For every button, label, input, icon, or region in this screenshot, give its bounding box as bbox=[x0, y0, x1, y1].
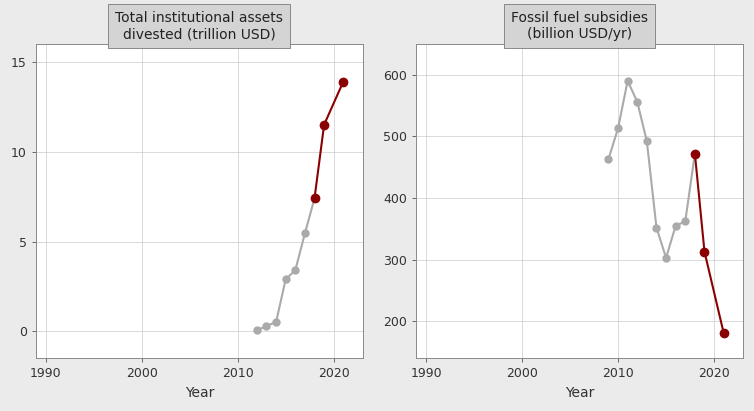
X-axis label: Year: Year bbox=[565, 386, 594, 400]
Title: Total institutional assets
divested (trillion USD): Total institutional assets divested (tri… bbox=[115, 11, 284, 42]
X-axis label: Year: Year bbox=[185, 386, 214, 400]
Title: Fossil fuel subsidies
(billion USD/yr): Fossil fuel subsidies (billion USD/yr) bbox=[511, 11, 648, 42]
